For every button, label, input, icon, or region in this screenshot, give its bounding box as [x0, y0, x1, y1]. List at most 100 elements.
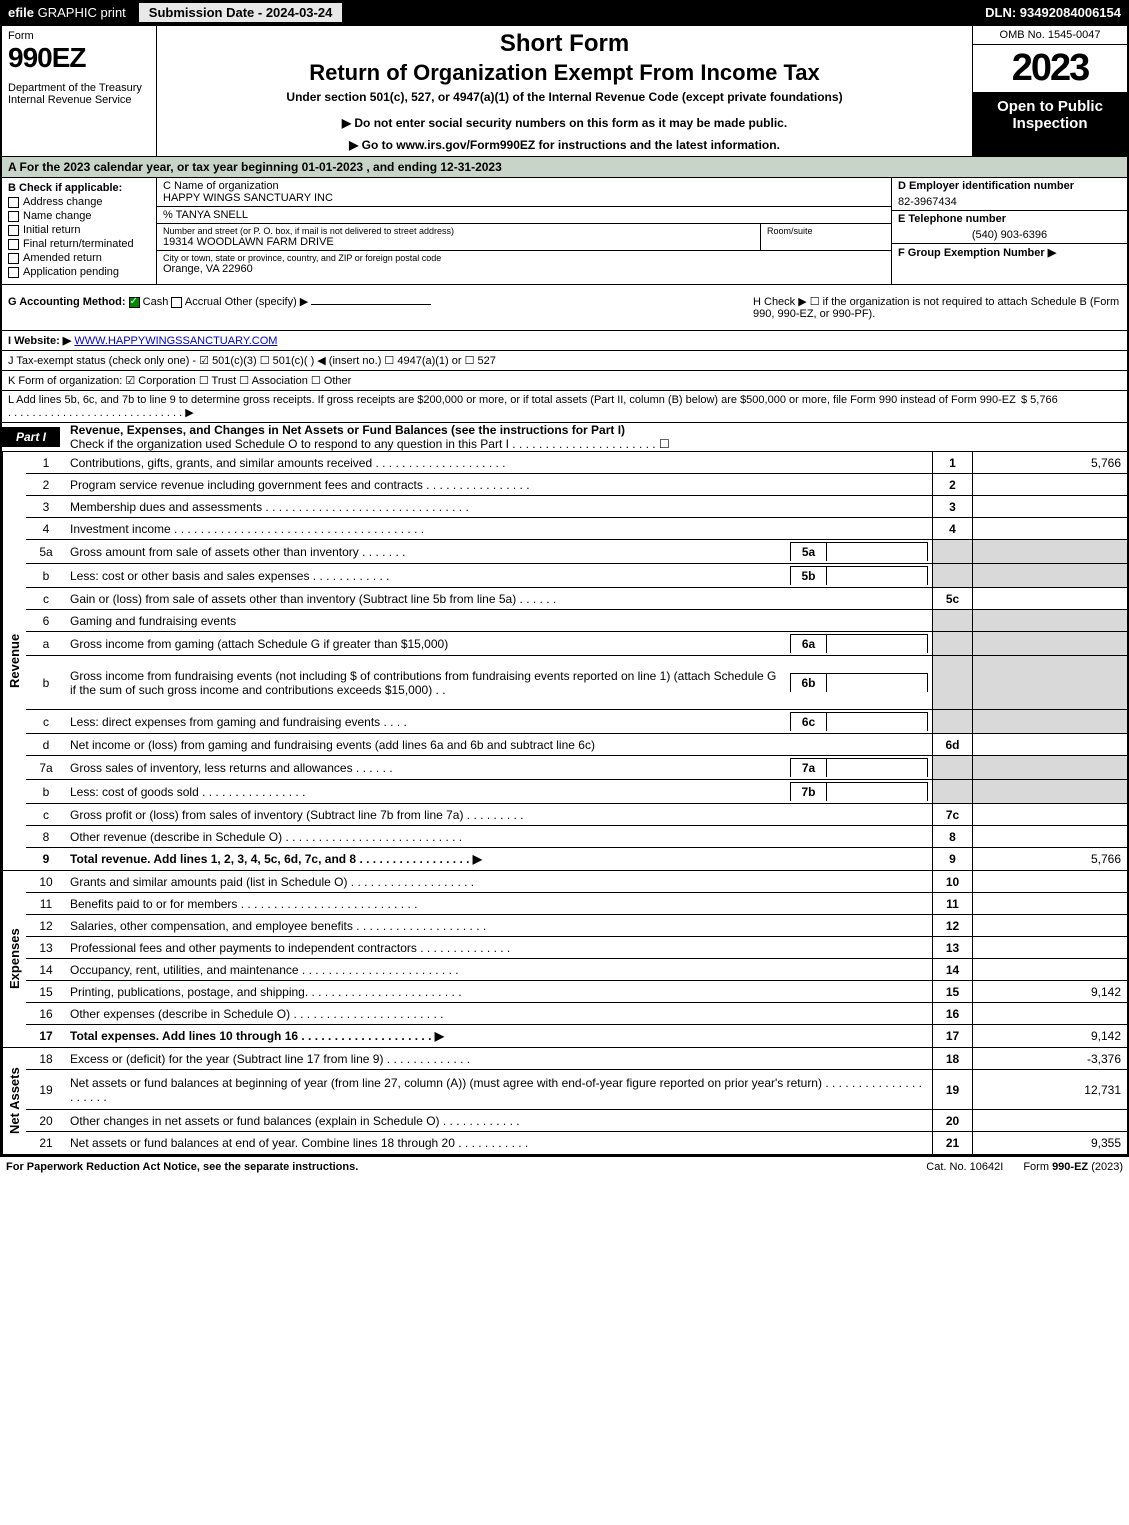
line-6a: a Gross income from gaming (attach Sched… [26, 632, 1127, 656]
part1-tab: Part I [2, 427, 60, 447]
g-cash: Cash [143, 296, 169, 308]
revenue-body: 1 Contributions, gifts, grants, and simi… [26, 452, 1127, 870]
print-text[interactable]: print [101, 5, 126, 20]
sub-input-6a: 6a [790, 634, 928, 653]
line-rn [932, 540, 972, 563]
header-center: Short Form Return of Organization Exempt… [157, 26, 972, 156]
goto-link[interactable]: ▶ Go to www.irs.gov/Form990EZ for instru… [163, 138, 966, 152]
row-gh: G Accounting Method: Cash Accrual Other … [2, 284, 1127, 330]
part1-header: Part I Revenue, Expenses, and Changes in… [2, 422, 1127, 451]
sub-val[interactable] [827, 713, 927, 731]
desc-text: Less: direct expenses from gaming and fu… [70, 715, 782, 729]
line-desc: Gross sales of inventory, less returns a… [66, 756, 932, 779]
line-rn: 2 [932, 474, 972, 495]
sub-val[interactable] [827, 783, 927, 801]
checkbox-accrual-icon[interactable] [171, 297, 182, 308]
line-num: c [26, 713, 66, 731]
line-num: 20 [26, 1112, 66, 1130]
checkbox-icon [8, 267, 19, 278]
header-left: Form 990EZ Department of the Treasury In… [2, 26, 157, 156]
line-rn: 4 [932, 518, 972, 539]
expenses-section: Expenses 10 Grants and similar amounts p… [2, 870, 1127, 1047]
line-15: 15 Printing, publications, postage, and … [26, 981, 1127, 1003]
line-num: b [26, 674, 66, 692]
c-street: Number and street (or P. O. box, if mail… [157, 224, 761, 250]
line-rn: 12 [932, 915, 972, 936]
line-desc: Net assets or fund balances at end of ye… [66, 1134, 932, 1152]
line-17: 17 Total expenses. Add lines 10 through … [26, 1025, 1127, 1047]
g-other-input[interactable] [311, 304, 431, 305]
line-amt: 9,355 [972, 1132, 1127, 1154]
l-amount: $ 5,766 [1021, 394, 1121, 419]
line-desc: Investment income . . . . . . . . . . . … [66, 520, 932, 538]
line-rn: 17 [932, 1025, 972, 1047]
chk-label: Application pending [23, 266, 119, 278]
line-6c: c Less: direct expenses from gaming and … [26, 710, 1127, 734]
line-6: 6 Gaming and fundraising events [26, 610, 1127, 632]
desc-text: Gross amount from sale of assets other t… [70, 545, 782, 559]
open-public-badge: Open to Public Inspection [973, 92, 1127, 156]
desc-text: Gross income from fundraising events (no… [70, 669, 782, 697]
line-19: 19 Net assets or fund balances at beginn… [26, 1070, 1127, 1110]
sub-val[interactable] [827, 635, 927, 653]
g-accrual: Accrual [185, 296, 222, 308]
line-desc: Program service revenue including govern… [66, 476, 932, 494]
c-street-row: Number and street (or P. O. box, if mail… [157, 224, 891, 250]
line-amt [972, 1110, 1127, 1131]
line-num: b [26, 783, 66, 801]
chk-amended[interactable]: Amended return [8, 252, 150, 264]
d-label: D Employer identification number [892, 178, 1127, 194]
line-num: 3 [26, 498, 66, 516]
line-amt [972, 564, 1127, 587]
line-num: 16 [26, 1005, 66, 1023]
line-amt [972, 937, 1127, 958]
dln: DLN: 93492084006154 [985, 5, 1129, 20]
line-num: c [26, 806, 66, 824]
line-rn: 19 [932, 1070, 972, 1109]
line-rn: 3 [932, 496, 972, 517]
ssn-warning: ▶ Do not enter social security numbers o… [163, 116, 966, 130]
part1-title-text: Revenue, Expenses, and Changes in Net As… [70, 423, 625, 437]
city-value: Orange, VA 22960 [163, 263, 885, 275]
line-10: 10 Grants and similar amounts paid (list… [26, 871, 1127, 893]
line-desc: Grants and similar amounts paid (list in… [66, 873, 932, 891]
org-name: HAPPY WINGS SANCTUARY INC [163, 192, 885, 204]
line-16: 16 Other expenses (describe in Schedule … [26, 1003, 1127, 1025]
footer-center: Cat. No. 10642I [906, 1161, 1023, 1173]
line-rn: 10 [932, 871, 972, 892]
line-num: 21 [26, 1134, 66, 1152]
line-desc: Gaming and fundraising events [66, 612, 932, 630]
chk-name-change[interactable]: Name change [8, 210, 150, 222]
line-rn [932, 610, 972, 631]
chk-final-return[interactable]: Final return/terminated [8, 238, 150, 250]
chk-application-pending[interactable]: Application pending [8, 266, 150, 278]
line-desc: Professional fees and other payments to … [66, 939, 932, 957]
form-label: Form [8, 30, 150, 42]
line-num: 9 [26, 850, 66, 868]
line-desc: Less: direct expenses from gaming and fu… [66, 710, 932, 733]
line-6d: d Net income or (loss) from gaming and f… [26, 734, 1127, 756]
sub-val[interactable] [827, 543, 927, 561]
line-rn: 14 [932, 959, 972, 980]
sub-val[interactable] [827, 567, 927, 585]
sub-input-7b: 7b [790, 782, 928, 801]
checkbox-cash-icon[interactable] [129, 297, 140, 308]
form-number: 990EZ [8, 42, 150, 74]
line-amt [972, 518, 1127, 539]
chk-address-change[interactable]: Address change [8, 196, 150, 208]
sub-val[interactable] [827, 674, 927, 692]
row-a-tax-year: A For the 2023 calendar year, or tax yea… [2, 157, 1127, 178]
section-bcdef: B Check if applicable: Address change Na… [2, 178, 1127, 284]
irs-label: Internal Revenue Service [8, 94, 150, 106]
c-careof-row: % TANYA SNELL [157, 207, 891, 224]
line-amt: 5,766 [972, 848, 1127, 870]
website-link[interactable]: WWW.HAPPYWINGSSANCTUARY.COM [74, 335, 277, 347]
line-desc: Net income or (loss) from gaming and fun… [66, 736, 932, 754]
chk-initial-return[interactable]: Initial return [8, 224, 150, 236]
line-desc: Total revenue. Add lines 1, 2, 3, 4, 5c,… [66, 850, 932, 868]
street-label: Number and street (or P. O. box, if mail… [163, 226, 754, 236]
sub-input-6c: 6c [790, 712, 928, 731]
line-desc: Gross income from fundraising events (no… [66, 667, 932, 699]
sub-val[interactable] [827, 759, 927, 777]
line-rn: 20 [932, 1110, 972, 1131]
